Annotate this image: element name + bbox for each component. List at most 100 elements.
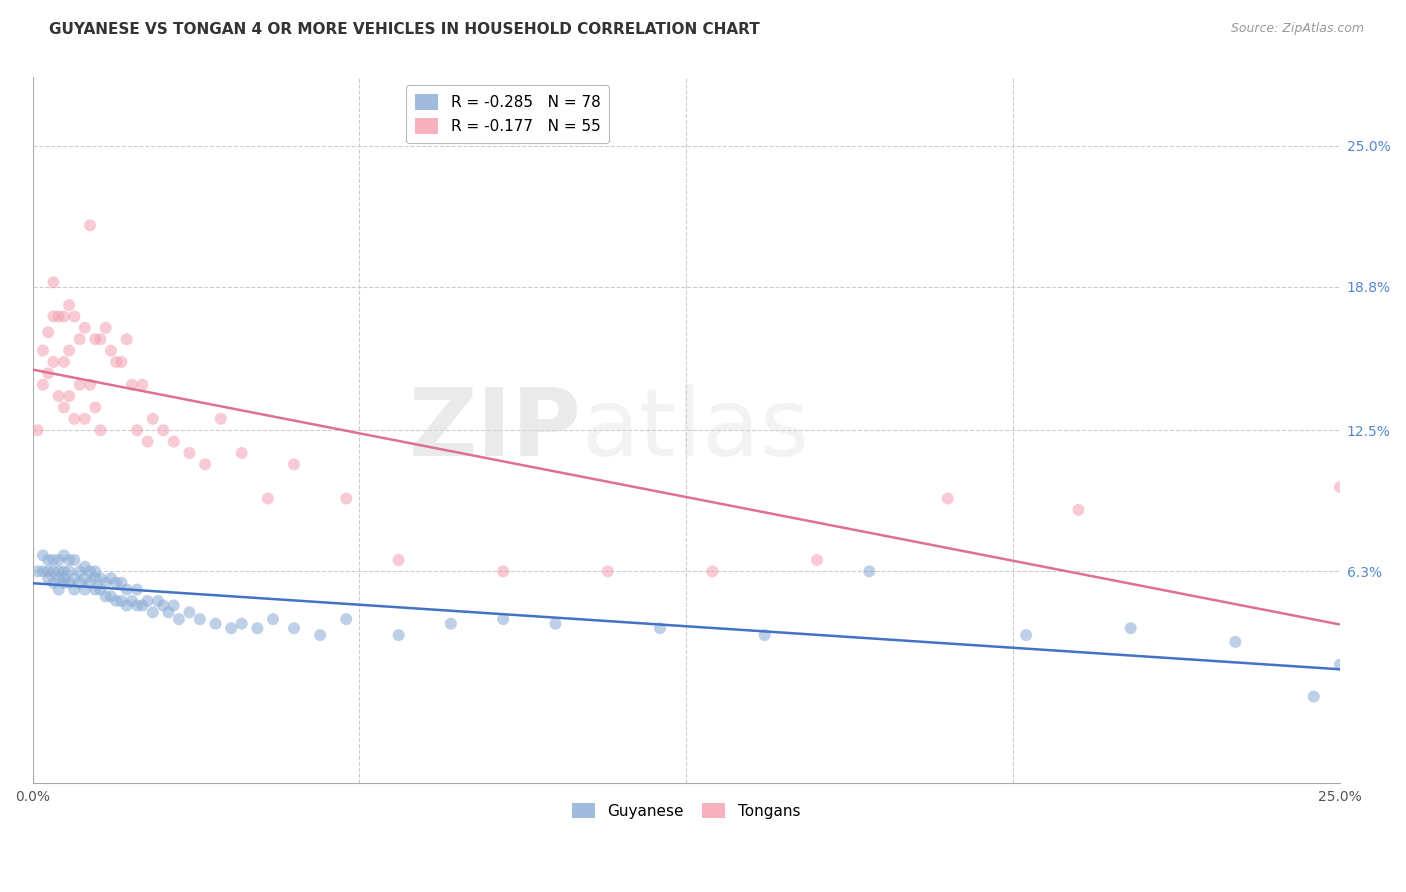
- Point: [89, 582, 111, 597]
- Point: [58, 389, 80, 403]
- Point: [73, 412, 96, 426]
- Point: [179, 605, 201, 619]
- Point: [52, 401, 75, 415]
- Point: [256, 491, 278, 506]
- Point: [152, 423, 174, 437]
- Point: [309, 628, 332, 642]
- Point: [84, 401, 107, 415]
- Point: [110, 575, 132, 590]
- Point: [32, 565, 55, 579]
- Point: [94, 575, 117, 590]
- Point: [179, 446, 201, 460]
- Point: [79, 219, 101, 233]
- Point: [100, 571, 122, 585]
- Point: [110, 355, 132, 369]
- Point: [163, 599, 186, 613]
- Point: [231, 446, 253, 460]
- Point: [146, 594, 169, 608]
- Point: [52, 565, 75, 579]
- Point: [52, 355, 75, 369]
- Point: [94, 321, 117, 335]
- Point: [69, 377, 91, 392]
- Point: [32, 377, 55, 392]
- Point: [63, 412, 86, 426]
- Point: [48, 310, 70, 324]
- Point: [105, 575, 128, 590]
- Point: [42, 565, 65, 579]
- Point: [283, 621, 305, 635]
- Point: [52, 310, 75, 324]
- Point: [48, 389, 70, 403]
- Point: [335, 612, 357, 626]
- Point: [936, 491, 959, 506]
- Point: [63, 553, 86, 567]
- Point: [73, 559, 96, 574]
- Point: [63, 310, 86, 324]
- Point: [1067, 503, 1090, 517]
- Point: [115, 582, 138, 597]
- Point: [194, 458, 217, 472]
- Point: [52, 571, 75, 585]
- Point: [157, 605, 180, 619]
- Point: [73, 321, 96, 335]
- Point: [115, 599, 138, 613]
- Point: [167, 612, 190, 626]
- Point: [37, 565, 59, 579]
- Point: [110, 594, 132, 608]
- Point: [84, 332, 107, 346]
- Point: [84, 565, 107, 579]
- Text: ZIP: ZIP: [409, 384, 582, 476]
- Point: [142, 412, 165, 426]
- Point: [52, 549, 75, 563]
- Point: [42, 575, 65, 590]
- Point: [58, 343, 80, 358]
- Point: [84, 571, 107, 585]
- Point: [37, 571, 59, 585]
- Point: [42, 355, 65, 369]
- Point: [127, 599, 149, 613]
- Text: GUYANESE VS TONGAN 4 OR MORE VEHICLES IN HOUSEHOLD CORRELATION CHART: GUYANESE VS TONGAN 4 OR MORE VEHICLES IN…: [49, 22, 761, 37]
- Point: [152, 599, 174, 613]
- Point: [131, 599, 153, 613]
- Point: [69, 565, 91, 579]
- Point: [1119, 621, 1142, 635]
- Point: [73, 582, 96, 597]
- Point: [105, 355, 128, 369]
- Point: [89, 332, 111, 346]
- Point: [136, 434, 159, 449]
- Text: atlas: atlas: [582, 384, 810, 476]
- Point: [32, 549, 55, 563]
- Point: [188, 612, 211, 626]
- Point: [209, 412, 232, 426]
- Point: [440, 616, 463, 631]
- Point: [1015, 628, 1038, 642]
- Point: [100, 590, 122, 604]
- Point: [127, 582, 149, 597]
- Point: [262, 612, 284, 626]
- Point: [42, 310, 65, 324]
- Point: [79, 565, 101, 579]
- Point: [131, 377, 153, 392]
- Point: [246, 621, 269, 635]
- Point: [37, 367, 59, 381]
- Point: [283, 458, 305, 472]
- Point: [84, 582, 107, 597]
- Point: [858, 565, 880, 579]
- Point: [231, 616, 253, 631]
- Point: [806, 553, 828, 567]
- Point: [58, 565, 80, 579]
- Point: [1329, 480, 1351, 494]
- Point: [48, 565, 70, 579]
- Point: [544, 616, 567, 631]
- Point: [27, 565, 49, 579]
- Point: [42, 553, 65, 567]
- Point: [79, 575, 101, 590]
- Point: [105, 594, 128, 608]
- Point: [1225, 635, 1247, 649]
- Point: [89, 571, 111, 585]
- Point: [121, 377, 143, 392]
- Point: [136, 594, 159, 608]
- Point: [69, 575, 91, 590]
- Point: [89, 423, 111, 437]
- Point: [79, 377, 101, 392]
